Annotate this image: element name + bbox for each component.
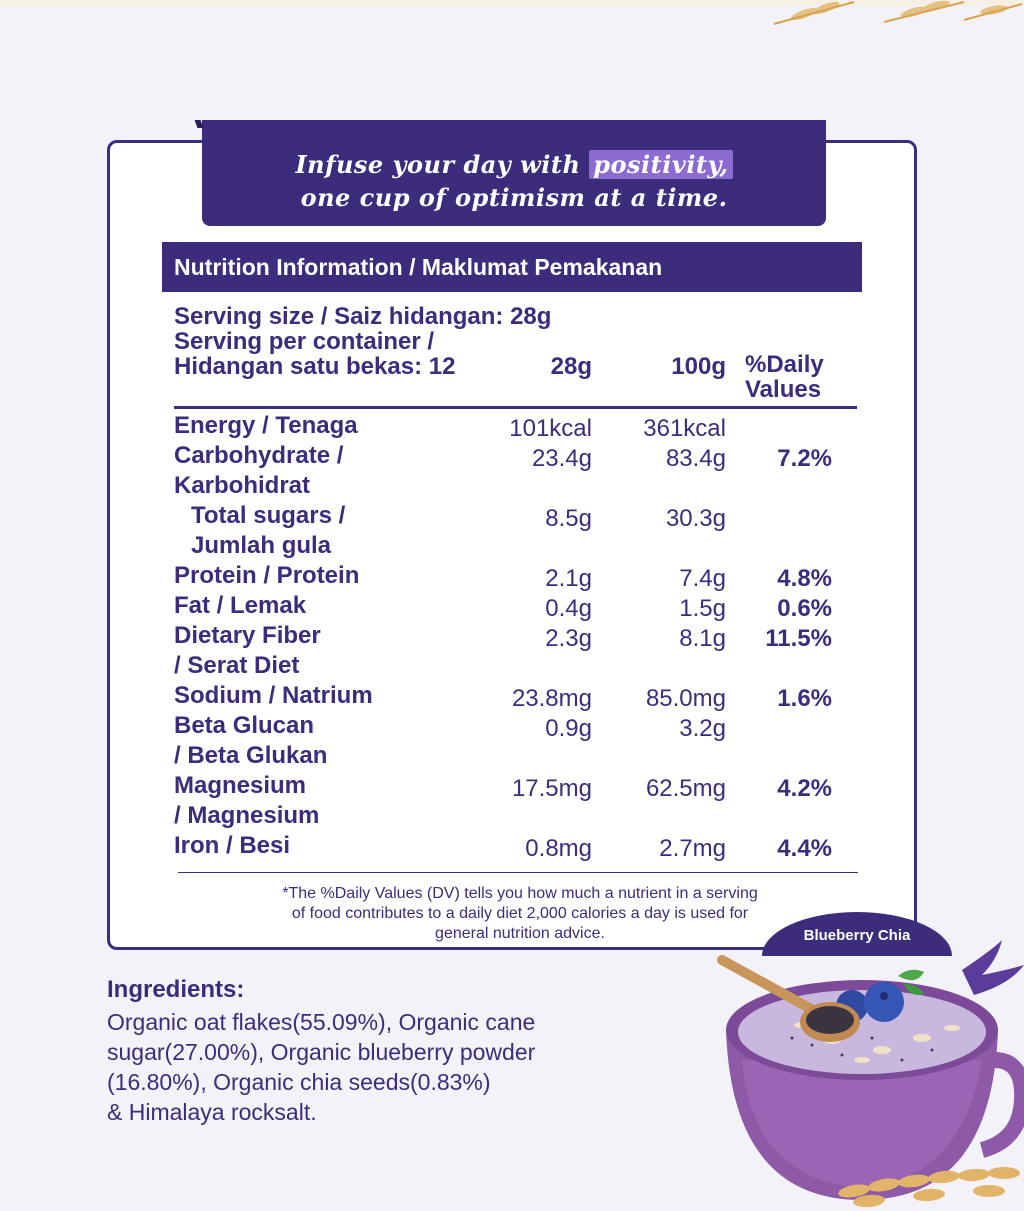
row-label: Carbohydrate / bbox=[174, 442, 344, 469]
wheat-decoration-bottom bbox=[838, 1167, 1020, 1208]
row-label-secondary: / Beta Glukan bbox=[174, 742, 328, 769]
row-value-100g: 8.1g bbox=[679, 625, 726, 652]
row-daily-value: 4.2% bbox=[777, 775, 832, 802]
row-value-28g: 0.9g bbox=[545, 715, 592, 742]
row-label-secondary: / Serat Diet bbox=[174, 652, 300, 679]
row-value-100g: 1.5g bbox=[679, 595, 726, 622]
footnote-divider bbox=[178, 872, 858, 873]
serving-per-container-2: Hidangan satu bekas: 12 bbox=[174, 353, 456, 380]
row-value-100g: 83.4g bbox=[665, 445, 726, 472]
column-header-daily-values: %Daily Values bbox=[745, 351, 824, 403]
column-header-28g: 28g bbox=[550, 353, 592, 380]
ingredients-title: Ingredients: bbox=[107, 976, 245, 1003]
row-label: Total sugars / bbox=[191, 502, 346, 529]
row-value-28g: 2.1g bbox=[545, 565, 592, 592]
tagline-line1: Infuse your day with bbox=[295, 150, 590, 179]
row-label: Iron / Besi bbox=[174, 832, 291, 859]
row-daily-value: 1.6% bbox=[777, 685, 832, 712]
row-label: Magnesium bbox=[174, 772, 307, 799]
row-value-100g: 85.0mg bbox=[645, 685, 726, 712]
row-value-28g: 0.4g bbox=[545, 595, 592, 622]
row-daily-value: 4.8% bbox=[777, 565, 832, 592]
row-label: Beta Glucan bbox=[174, 712, 315, 739]
tagline-highlight: positivity, bbox=[589, 150, 733, 179]
row-label-secondary: Jumlah gula bbox=[191, 532, 332, 559]
row-label-secondary: Karbohidrat bbox=[174, 472, 311, 499]
tagline-text: Infuse your day with positivity, one cup… bbox=[202, 148, 826, 214]
serving-size: Serving size / Saiz hidangan: 28g bbox=[174, 303, 552, 330]
row-label: Fat / Lemak bbox=[174, 592, 307, 619]
serving-per-container-1: Serving per container / bbox=[174, 328, 435, 355]
top-strip bbox=[0, 0, 1024, 6]
row-value-100g: 2.7mg bbox=[659, 835, 726, 862]
row-daily-value: 11.5% bbox=[765, 625, 832, 652]
column-header-100g: 100g bbox=[671, 353, 726, 380]
row-label-secondary: / Magnesium bbox=[174, 802, 320, 829]
row-value-28g: 0.8mg bbox=[525, 835, 592, 862]
wheat-decoration-top bbox=[773, 0, 1023, 25]
nutrition-header: Nutrition Information / Maklumat Pemakan… bbox=[162, 242, 862, 292]
product-cup-image bbox=[717, 940, 1024, 1200]
ingredients-text: Organic oat flakes(55.09%), Organic cane… bbox=[107, 1009, 536, 1125]
row-value-28g: 2.3g bbox=[545, 625, 592, 652]
row-value-100g: 7.4g bbox=[679, 565, 726, 592]
row-label: Protein / Protein bbox=[174, 562, 360, 589]
row-value-28g: 23.8mg bbox=[511, 685, 592, 712]
tagline-line2: one cup of optimism at a time. bbox=[300, 183, 728, 212]
row-daily-value: 7.2% bbox=[777, 445, 832, 472]
row-daily-value: 0.6% bbox=[777, 595, 832, 622]
row-label: Dietary Fiber bbox=[174, 622, 321, 649]
row-value-28g: 23.4g bbox=[531, 445, 592, 472]
row-value-28g: 8.5g bbox=[545, 505, 592, 532]
footnote: *The %Daily Values (DV) tells you how mu… bbox=[282, 885, 758, 942]
row-value-100g: 30.3g bbox=[665, 505, 726, 532]
row-value-100g: 62.5mg bbox=[645, 775, 726, 802]
row-value-28g: 17.5mg bbox=[511, 775, 592, 802]
row-value-100g: 361kcal bbox=[643, 415, 726, 442]
row-value-100g: 3.2g bbox=[679, 715, 726, 742]
tagline-banner: Infuse your day with positivity, one cup… bbox=[202, 120, 826, 226]
table-divider bbox=[174, 406, 857, 409]
row-label: Sodium / Natrium bbox=[174, 682, 373, 709]
row-daily-value: 4.4% bbox=[777, 835, 832, 862]
row-value-28g: 101kcal bbox=[509, 415, 592, 442]
row-label: Energy / Tenaga bbox=[174, 412, 358, 439]
